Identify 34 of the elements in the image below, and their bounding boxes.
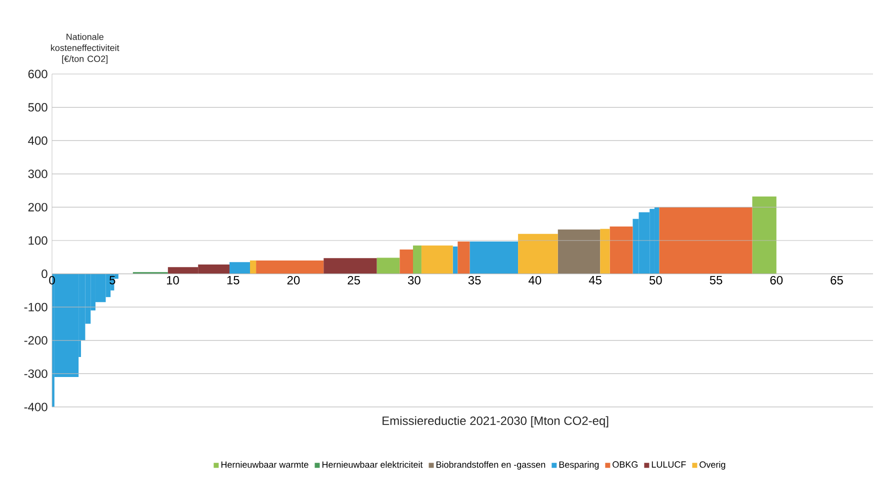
x-tick-label: 15 bbox=[227, 276, 240, 284]
y-tick-label: -300 bbox=[24, 369, 48, 378]
y-axis-title: Nationale kosteneffectiviteit [€/ton CO2] bbox=[51, 33, 120, 64]
legend-label: Hernieuwbaar warmte bbox=[221, 461, 308, 468]
legend-label: LULUCF bbox=[652, 461, 686, 468]
x-tick-label: 0 bbox=[49, 276, 55, 284]
x-tick-label: 55 bbox=[710, 276, 722, 284]
x-tick-label: 45 bbox=[588, 276, 602, 284]
x-tick-label: 65 bbox=[830, 276, 843, 284]
legend-label: Hernieuwbaar elektriciteit bbox=[322, 461, 423, 468]
x-tick-label: 60 bbox=[770, 276, 783, 284]
y-tick-label: 0 bbox=[42, 270, 48, 278]
x-tick-label: 25 bbox=[348, 276, 360, 284]
y-tick-label: -100 bbox=[24, 302, 48, 312]
x-tick-label: 40 bbox=[528, 276, 542, 284]
y-tick-label: -200 bbox=[24, 336, 48, 345]
x-tick-label: 50 bbox=[649, 276, 662, 284]
x-tick-label: 20 bbox=[287, 276, 300, 284]
y-tick-label: 500 bbox=[28, 103, 48, 112]
legend-label: OBKG bbox=[612, 461, 638, 468]
legend-label: Overig bbox=[700, 461, 726, 470]
y-tick-label: 300 bbox=[28, 170, 48, 178]
legend-label: Besparing bbox=[559, 461, 599, 470]
x-axis-title: Emissiereductie 2021-2030 [Mton CO2-eq] bbox=[382, 416, 608, 428]
x-tick-label: 30 bbox=[408, 276, 420, 284]
x-tick-label: 10 bbox=[166, 276, 179, 284]
y-tick-label: 600 bbox=[28, 70, 48, 78]
y-tick-label: -400 bbox=[24, 402, 48, 412]
x-tick-label: 5 bbox=[110, 276, 116, 284]
x-tick-label: 35 bbox=[468, 276, 481, 284]
y-tick-label: 200 bbox=[28, 202, 48, 212]
y-tick-label: 100 bbox=[28, 236, 48, 245]
legend-label: Biobrandstoffen en -gassen bbox=[436, 461, 546, 470]
y-tick-label: 400 bbox=[28, 136, 48, 145]
